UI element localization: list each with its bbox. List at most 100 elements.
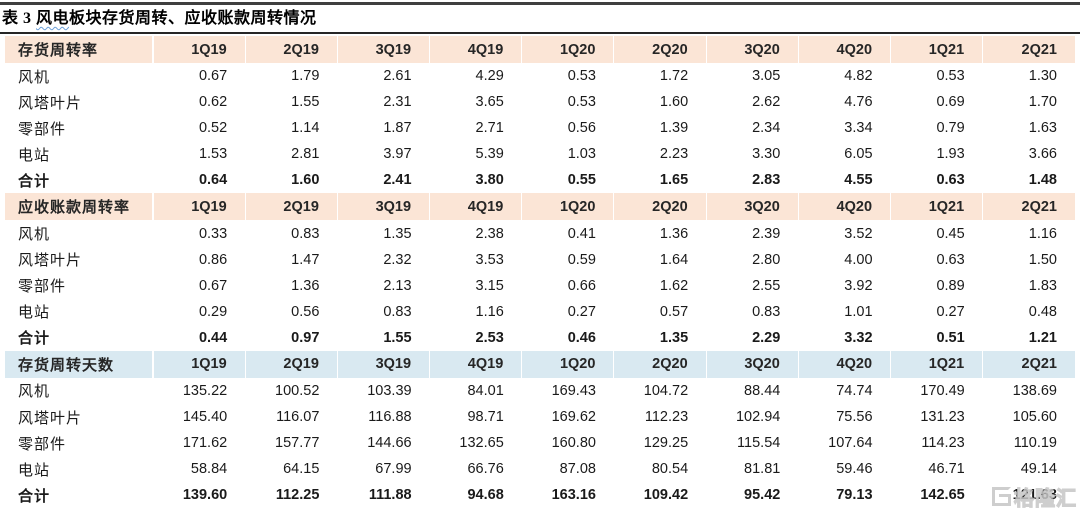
value-cell: 0.41 xyxy=(567,225,596,242)
row-label: 零部件 xyxy=(18,279,67,296)
table-row: 风塔叶片 145.40 116.07 116.88 98.71 169.62 112.23 1… xyxy=(5,404,1075,430)
value-cell: 1.50 xyxy=(1028,251,1057,268)
row-label: 电站 xyxy=(18,305,51,322)
value-cell: 94.68 xyxy=(467,487,504,504)
value-cell: 169.62 xyxy=(551,409,596,426)
value-cell: 110.19 xyxy=(1013,435,1057,452)
value-cell: 1.60 xyxy=(291,172,320,189)
column-header-3Q19: 3Q19 xyxy=(337,36,431,63)
column-header-1Q20: 1Q20 xyxy=(521,193,615,221)
value-cell: 1.55 xyxy=(383,329,412,346)
value-cell: 5.39 xyxy=(475,146,504,163)
value-cell: 171.62 xyxy=(182,435,228,452)
value-cell: 4.82 xyxy=(844,68,873,85)
column-header-4Q19: 4Q19 xyxy=(429,193,523,221)
column-header-3Q20: 3Q20 xyxy=(706,36,799,63)
value-cell: 1.55 xyxy=(291,94,320,111)
value-cell: 2.55 xyxy=(752,277,781,294)
value-cell: 144.66 xyxy=(367,435,412,452)
value-cell: 46.71 xyxy=(928,461,965,478)
value-cell: 2.71 xyxy=(475,120,504,137)
value-cell: 163.16 xyxy=(551,487,596,504)
table-row: 零部件 0.52 1.14 1.87 2.71 0.56 1.39 2.34 3.34 0.79 1… xyxy=(5,115,1075,141)
value-cell: 1.35 xyxy=(383,225,412,242)
table-row: 电站 58.84 64.15 67.99 66.76 87.08 80.54 81.81 59.… xyxy=(5,456,1075,482)
value-cell: 64.15 xyxy=(283,461,320,478)
value-cell: 0.62 xyxy=(198,94,228,111)
row-label: 风机 xyxy=(18,384,51,401)
top-rule-divider xyxy=(0,2,1080,5)
value-cell: 0.67 xyxy=(198,68,228,85)
row-label: 零部件 xyxy=(18,121,67,138)
value-cell: 1.72 xyxy=(659,68,689,85)
value-cell: 160.80 xyxy=(551,435,596,452)
value-cell: 0.52 xyxy=(198,120,228,137)
value-cell: 0.67 xyxy=(198,277,228,294)
value-cell: 1.03 xyxy=(567,146,596,163)
value-cell: 0.55 xyxy=(567,172,596,189)
section-header-label: 应收账款周转率 xyxy=(5,193,155,221)
value-cell: 6.05 xyxy=(844,146,873,163)
value-cell: 1.63 xyxy=(1028,120,1057,137)
value-cell: 1.36 xyxy=(291,277,320,294)
value-cell: 0.53 xyxy=(936,68,965,85)
value-cell: 157.77 xyxy=(275,435,320,452)
value-cell: 0.79 xyxy=(936,120,965,137)
value-cell: 0.53 xyxy=(567,68,596,85)
row-label: 电站 xyxy=(18,462,51,479)
value-cell: 1.64 xyxy=(659,251,689,268)
table-row: 风塔叶片 0.86 1.47 2.32 3.53 0.59 1.64 2.80 4.00 0.63… xyxy=(5,247,1075,273)
value-cell: 2.83 xyxy=(752,172,781,189)
value-cell: 1.14 xyxy=(291,120,320,137)
value-cell: 0.51 xyxy=(936,329,965,346)
section-header-row: 应收账款周转率 1Q19 2Q19 3Q19 4Q19 1Q20 2Q20 3Q20 4Q20 1… xyxy=(5,193,1075,221)
value-cell: 111.88 xyxy=(368,487,412,504)
value-cell: 139.60 xyxy=(182,487,228,504)
column-header-3Q19: 3Q19 xyxy=(337,193,431,221)
table-row: 电站 0.29 0.56 0.83 1.16 0.27 0.57 0.83 1.01 0.27 0.… xyxy=(5,299,1075,325)
table-row: 风机 0.33 0.83 1.35 2.38 0.41 1.36 2.39 3.52 0.45 1.… xyxy=(5,220,1075,246)
value-cell: 0.56 xyxy=(567,120,596,137)
value-cell: 0.44 xyxy=(198,329,228,346)
column-header-4Q20: 4Q20 xyxy=(798,350,892,378)
column-header-1Q21: 1Q21 xyxy=(890,193,984,221)
value-cell: 2.32 xyxy=(383,251,412,268)
value-cell: 2.23 xyxy=(659,146,689,163)
value-cell: 3.65 xyxy=(475,94,504,111)
value-cell: 3.34 xyxy=(844,120,873,137)
column-header-1Q19: 1Q19 xyxy=(153,36,246,63)
value-cell: 88.44 xyxy=(744,382,781,399)
value-cell: 2.41 xyxy=(383,172,412,189)
value-cell: 116.88 xyxy=(368,409,412,426)
column-header-1Q20: 1Q20 xyxy=(521,350,615,378)
value-cell: 2.62 xyxy=(752,94,781,111)
value-cell: 4.29 xyxy=(475,68,504,85)
column-header-2Q20: 2Q20 xyxy=(613,36,707,63)
value-cell: 3.92 xyxy=(844,277,873,294)
table-row: 风机 0.67 1.79 2.61 4.29 0.53 1.72 3.05 4.82 0.53 1.… xyxy=(5,63,1075,89)
value-cell: 1.39 xyxy=(659,120,689,137)
value-cell: 0.29 xyxy=(198,303,228,320)
value-cell: 114.23 xyxy=(921,435,965,452)
value-cell: 3.53 xyxy=(475,251,504,268)
value-cell: 74.74 xyxy=(836,382,873,399)
turnover-data-table: 存货周转率 1Q19 2Q19 3Q19 4Q19 1Q20 2Q20 3Q20 4Q20 1Q2… xyxy=(5,36,1075,508)
value-cell: 0.45 xyxy=(936,225,965,242)
table-row: 零部件 171.62 157.77 144.66 132.65 160.80 129.25 1… xyxy=(5,430,1075,456)
value-cell: 49.14 xyxy=(1020,461,1057,478)
value-cell: 3.80 xyxy=(475,172,504,189)
row-label: 风塔叶片 xyxy=(18,253,83,270)
value-cell: 0.66 xyxy=(567,277,596,294)
value-cell: 121.63 xyxy=(1012,487,1057,504)
value-cell: 98.71 xyxy=(467,409,504,426)
value-cell: 2.31 xyxy=(383,94,412,111)
value-cell: 3.05 xyxy=(752,68,781,85)
value-cell: 59.46 xyxy=(836,461,873,478)
value-cell: 2.38 xyxy=(475,225,504,242)
table-row: 风塔叶片 0.62 1.55 2.31 3.65 0.53 1.60 2.62 4.76 0.69… xyxy=(5,89,1075,115)
value-cell: 169.43 xyxy=(551,382,596,399)
value-cell: 1.93 xyxy=(936,146,965,163)
total-row: 合计 139.60 112.25 111.88 94.68 163.16 109.42 95.… xyxy=(5,482,1075,508)
value-cell: 0.56 xyxy=(291,303,320,320)
value-cell: 3.32 xyxy=(844,329,873,346)
